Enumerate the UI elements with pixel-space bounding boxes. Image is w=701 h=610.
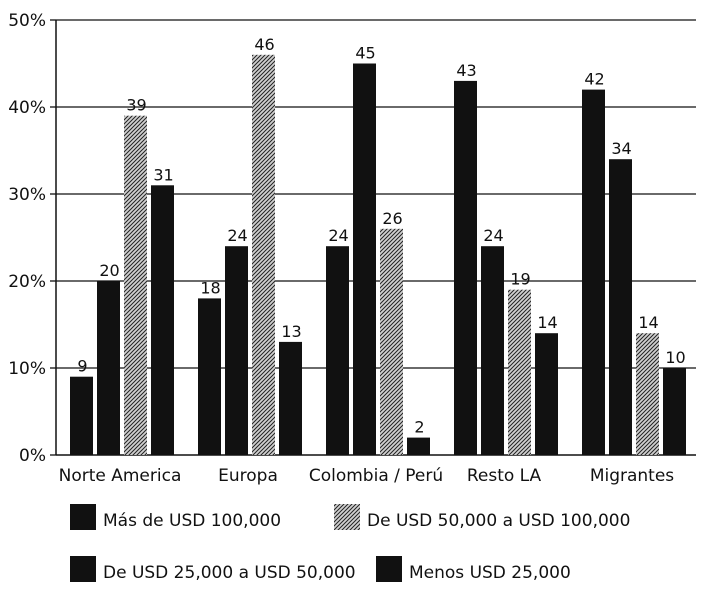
legend-swatch — [70, 556, 96, 582]
data-label: 24 — [328, 226, 348, 245]
bar — [279, 341, 302, 455]
y-tick-label: 40% — [8, 98, 46, 118]
bar — [663, 368, 686, 455]
data-label: 18 — [200, 278, 220, 297]
legend-label: De USD 50,000 a USD 100,000 — [367, 511, 630, 531]
data-label: 14 — [638, 313, 658, 332]
bar — [124, 115, 147, 455]
data-label: 24 — [227, 226, 247, 245]
data-label: 13 — [281, 322, 301, 341]
y-tick-label: 0% — [19, 446, 46, 466]
bar — [380, 228, 403, 455]
bar — [353, 63, 376, 455]
x-category-label: Europa — [218, 466, 278, 486]
data-label: 43 — [456, 61, 476, 80]
y-tick-label: 10% — [8, 359, 46, 379]
y-tick-label: 30% — [8, 185, 46, 205]
data-label: 10 — [665, 348, 685, 367]
data-label: 24 — [483, 226, 503, 245]
legend-item: De USD 25,000 a USD 50,000 — [70, 556, 356, 583]
legend-swatch — [334, 504, 360, 530]
bars — [70, 54, 686, 456]
bar — [151, 185, 174, 456]
bar — [407, 437, 430, 455]
bar — [326, 246, 349, 455]
data-label: 34 — [611, 139, 631, 158]
data-label: 39 — [126, 96, 146, 115]
data-label: 45 — [355, 44, 375, 63]
bar — [198, 298, 221, 455]
bar — [636, 333, 659, 455]
bar — [97, 281, 120, 455]
legend-item: Más de USD 100,000 — [70, 504, 281, 531]
data-label: 2 — [414, 418, 424, 437]
legend: Más de USD 100,000 De USD 50,000 a USD 10… — [70, 504, 630, 583]
y-tick-label: 20% — [8, 272, 46, 292]
bar — [481, 246, 504, 455]
bar — [508, 289, 531, 455]
legend-swatch — [376, 556, 402, 582]
x-category-label: Norte America — [59, 466, 182, 486]
data-label: 14 — [537, 313, 557, 332]
x-category-label: Migrantes — [590, 466, 674, 486]
data-label: 9 — [77, 357, 87, 376]
legend-label: De USD 25,000 a USD 50,000 — [103, 563, 356, 583]
bar — [582, 89, 605, 455]
data-label: 19 — [510, 270, 530, 289]
data-label: 46 — [254, 35, 274, 54]
data-label: 31 — [153, 165, 173, 184]
bar — [70, 376, 93, 455]
legend-swatch — [70, 504, 96, 530]
bar — [252, 54, 275, 456]
bar — [535, 333, 558, 455]
bar — [609, 159, 632, 455]
data-label: 26 — [382, 209, 402, 228]
legend-label: Más de USD 100,000 — [103, 511, 281, 531]
data-label: 42 — [584, 70, 604, 89]
data-labels: 9 20 39 31 18 24 46 13 24 45 26 2 43 24 19 14 42 34 14 10 — [77, 35, 685, 437]
x-category-label: Colombia / Perú — [309, 466, 443, 486]
bar — [454, 80, 477, 456]
legend-item: Menos USD 25,000 — [376, 556, 571, 583]
y-tick-label: 50% — [8, 11, 46, 31]
x-category-label: Resto LA — [467, 466, 542, 486]
legend-label: Menos USD 25,000 — [409, 563, 571, 583]
bar — [225, 246, 248, 455]
data-label: 20 — [99, 261, 119, 280]
legend-item: De USD 50,000 a USD 100,000 — [334, 504, 630, 531]
